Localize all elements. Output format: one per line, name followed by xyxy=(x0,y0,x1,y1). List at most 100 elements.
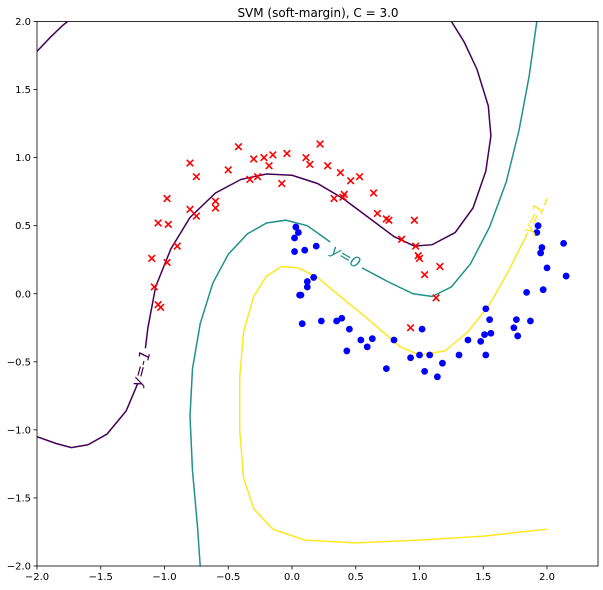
red-x-point xyxy=(224,166,233,174)
blue-circle-point xyxy=(416,351,423,359)
red-x-point xyxy=(436,262,444,271)
red-x-point xyxy=(323,161,332,170)
y-tick-label: −1.0 xyxy=(7,425,31,436)
red-x-point xyxy=(346,176,355,185)
red-x-point xyxy=(253,172,262,181)
red-x-point xyxy=(277,179,286,188)
red-x-point xyxy=(156,303,165,312)
red-x-point xyxy=(302,153,310,162)
red-x-point xyxy=(173,242,182,250)
blue-circle-point xyxy=(421,367,428,375)
blue-circle-point xyxy=(303,278,311,285)
blue-circle-point xyxy=(477,337,485,345)
blue-circle-point xyxy=(301,246,309,254)
y-tick-label: −2.0 xyxy=(7,562,31,573)
y-tick-label: 1.0 xyxy=(15,153,31,164)
blue-circle-point xyxy=(455,351,463,359)
blue-circle-point xyxy=(543,264,551,272)
contour-plus-one-line xyxy=(238,232,548,544)
blue-circle-point xyxy=(523,288,530,296)
x-tick-label: −1.0 xyxy=(152,572,176,583)
blue-circle-point xyxy=(291,248,298,255)
blue-circle-point xyxy=(481,331,488,338)
blue-circle-point xyxy=(292,223,300,231)
red-x-point xyxy=(369,189,378,197)
red-x-point xyxy=(186,205,194,214)
contour-minus-one-line xyxy=(144,21,492,349)
blue-circle-point xyxy=(439,359,446,367)
red-x-point xyxy=(355,172,364,181)
red-x-point xyxy=(305,160,314,169)
blue-circle-point xyxy=(291,234,298,242)
data-points xyxy=(147,140,570,381)
red-x-point xyxy=(249,155,258,163)
red-x-point xyxy=(265,161,273,170)
blue-circle-point xyxy=(562,272,570,280)
red-x-point xyxy=(415,254,424,263)
blue-circle-point xyxy=(343,347,351,355)
blue-circle-point xyxy=(426,351,434,359)
y-tick-label: 1.5 xyxy=(15,85,31,96)
blue-circle-point xyxy=(433,373,441,381)
x-tick-label: −0.5 xyxy=(216,572,240,583)
blue-circle-point xyxy=(534,222,542,230)
red-x-point xyxy=(373,209,382,218)
red-x-point xyxy=(432,293,440,302)
blue-circle-point xyxy=(539,286,547,294)
red-x-point xyxy=(420,270,429,279)
red-x-point xyxy=(411,242,420,250)
blue-circle-point xyxy=(560,239,567,247)
blue-circle-point xyxy=(527,317,534,325)
y-tick-label: −1.5 xyxy=(7,493,31,504)
blue-circle-point xyxy=(510,324,518,332)
contour-lines xyxy=(37,21,548,566)
red-x-point xyxy=(410,216,419,225)
y-axis: −2.0 −1.5 −1.0 −0.5 0.0 0.5 1.0 1.5 2.0 xyxy=(7,17,37,573)
blue-circle-point xyxy=(294,229,302,236)
blue-circle-point xyxy=(464,336,472,344)
x-tick-label: 1.0 xyxy=(412,572,428,583)
red-x-point xyxy=(316,140,324,148)
x-tick-label: −2.0 xyxy=(25,572,49,583)
blue-circle-point xyxy=(357,336,365,344)
contour-zero-line xyxy=(189,219,331,566)
blue-circle-point xyxy=(333,317,341,325)
blue-circle-point xyxy=(538,244,546,251)
blue-circle-point xyxy=(537,249,545,257)
blue-circle-point xyxy=(482,351,490,359)
red-x-point xyxy=(330,194,338,203)
x-tick-label: 1.5 xyxy=(475,572,491,583)
blue-circle-point xyxy=(297,291,305,299)
blue-circle-point xyxy=(513,316,520,324)
red-x-point xyxy=(150,283,159,291)
blue-circle-point xyxy=(298,320,306,328)
blue-circle-point xyxy=(482,305,490,313)
red-x-point xyxy=(397,235,406,244)
red-x-point xyxy=(211,204,220,212)
y-tick-label: 0.5 xyxy=(15,221,31,232)
red-x-point xyxy=(340,190,349,199)
blue-circle-point xyxy=(303,283,311,291)
red-x-point xyxy=(164,220,173,229)
x-tick-label: 0.5 xyxy=(348,572,364,583)
red-x-point xyxy=(234,142,243,151)
red-x-point xyxy=(336,168,345,177)
chart-title: SVM (soft-margin), C = 3.0 xyxy=(237,6,398,20)
blue-circle-point xyxy=(514,332,522,340)
red-x-point xyxy=(260,153,268,162)
blue-circle-point xyxy=(390,336,398,344)
y-tick-label: 2.0 xyxy=(15,17,31,28)
red-x-point xyxy=(192,172,201,181)
blue-circle-point xyxy=(487,329,495,337)
red-x-point xyxy=(147,254,156,263)
blue-circle-point xyxy=(312,242,320,250)
blue-circle-point xyxy=(418,325,426,333)
blue-circle-point xyxy=(317,317,325,325)
blue-circle-point xyxy=(310,274,318,281)
red-x-point xyxy=(192,212,201,221)
blue-circle-point xyxy=(407,354,414,362)
red-x-point xyxy=(283,149,291,158)
red-x-point xyxy=(211,197,220,206)
x-axis: −2.0 −1.5 −1.0 −0.5 0.0 0.5 1.0 1.5 2.0 xyxy=(25,566,555,583)
red-x-point xyxy=(246,175,254,184)
